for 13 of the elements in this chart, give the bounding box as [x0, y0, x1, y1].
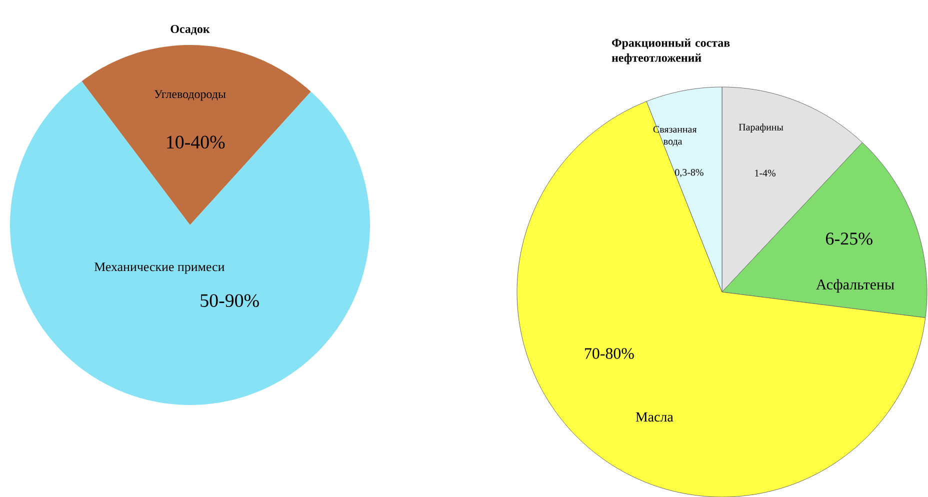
chart-title: Осадок	[170, 24, 210, 35]
text: 6-25%	[826, 232, 872, 245]
slice-label: Асфальтены	[816, 278, 894, 292]
text: 0,3-8%	[675, 168, 704, 178]
slice-label: Масла	[636, 412, 674, 422]
chart-title: Фракционный состав нефтеотложений	[612, 38, 730, 64]
slice-label: Механические примеси	[94, 262, 224, 274]
slice-label: Парафины	[738, 123, 784, 132]
slice-label: Углеводороды	[154, 90, 226, 100]
text: 70-80%	[585, 348, 634, 359]
text: 50-90%	[200, 294, 259, 307]
text: 1-4%	[755, 170, 776, 176]
text: 10-40%	[167, 136, 225, 148]
